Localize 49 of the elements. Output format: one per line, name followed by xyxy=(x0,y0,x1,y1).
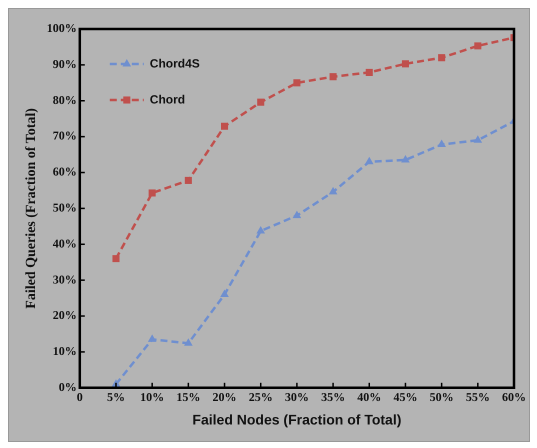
legend-label: Chord xyxy=(150,92,186,106)
x-tick-label: 5% xyxy=(106,390,125,404)
point xyxy=(184,338,193,346)
x-tick-label: 0 xyxy=(76,390,83,404)
y-tick-label: 100% xyxy=(46,21,77,36)
x-tick-label: 15% xyxy=(176,390,200,404)
point xyxy=(438,54,446,62)
point xyxy=(220,290,229,298)
y-tick-label: 90% xyxy=(52,56,77,71)
point xyxy=(474,42,482,50)
point xyxy=(148,189,156,197)
point xyxy=(148,334,156,342)
point xyxy=(112,255,120,262)
y-tick-label: 80% xyxy=(52,92,77,107)
y-tick-label: 40% xyxy=(52,236,77,250)
point xyxy=(364,156,374,164)
point xyxy=(437,140,446,148)
y-tick-label: 70% xyxy=(52,128,77,143)
x-tick-label: 30% xyxy=(284,390,309,404)
y-tick-label: 30% xyxy=(52,272,77,286)
x-tick-label: 40% xyxy=(357,390,382,404)
point xyxy=(292,210,302,218)
legend-label: Chord4S xyxy=(150,56,200,70)
x-tick-label: 25% xyxy=(248,390,273,404)
x-tick-label: 10% xyxy=(140,390,164,404)
y-tick-label: 20% xyxy=(52,308,77,322)
point xyxy=(221,122,228,130)
point xyxy=(401,154,410,162)
y-tick-label: 50% xyxy=(52,200,77,214)
point xyxy=(402,60,409,68)
x-axis-title: Failed Nodes (Fraction of Total) xyxy=(192,411,402,428)
point xyxy=(257,98,264,106)
x-tick-label: 55% xyxy=(466,390,490,404)
point xyxy=(256,226,266,234)
y-tick-label: 10% xyxy=(52,344,77,358)
x-tick-label: 20% xyxy=(212,390,237,404)
y-axis-title: Failed Queries (Fraction of Total) xyxy=(24,108,40,309)
point xyxy=(473,135,482,143)
point xyxy=(184,176,192,184)
point xyxy=(293,79,300,86)
point xyxy=(366,68,373,76)
y-tick-label: 60% xyxy=(52,164,77,179)
y-tick-label: 0% xyxy=(58,380,77,394)
point xyxy=(330,73,337,80)
point xyxy=(328,186,338,194)
x-tick-label: 50% xyxy=(430,390,454,404)
x-tick-label: 35% xyxy=(321,390,346,404)
x-tick-label: 45% xyxy=(393,390,418,404)
x-tick-label: 60% xyxy=(502,390,526,404)
